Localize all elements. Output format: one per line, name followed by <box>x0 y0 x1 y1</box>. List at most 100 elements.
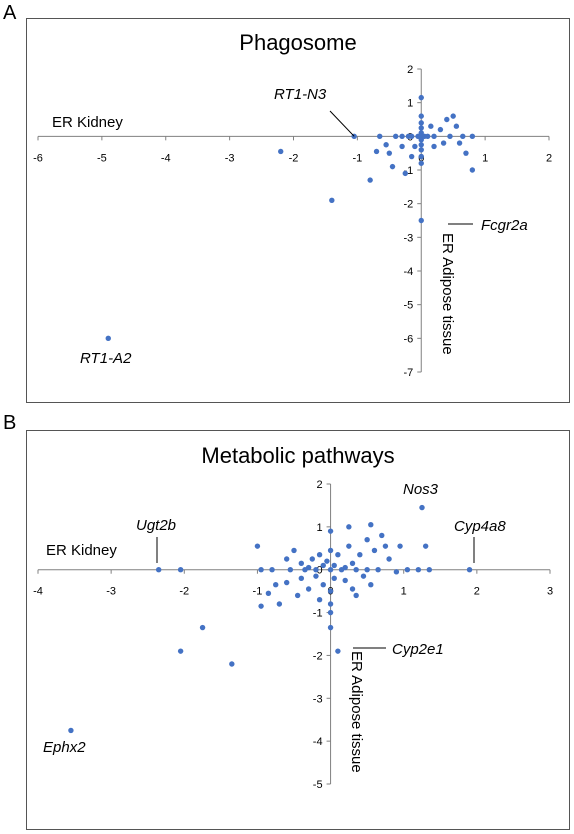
chart-b-data-point <box>349 586 356 592</box>
chart-b-x-tick-label: -1 <box>253 586 263 598</box>
panel-a-frame <box>26 18 570 403</box>
chart-b-data-point <box>368 522 374 528</box>
chart-a-data-point <box>278 148 284 155</box>
chart-b-data-point <box>327 588 334 594</box>
chart-b-data-point <box>353 567 359 573</box>
chart-b-x-tick-label: 2 <box>474 586 480 598</box>
chart-b-data-point <box>426 567 433 573</box>
chart-b-data-point <box>269 567 275 573</box>
chart-a-data-point <box>456 140 463 146</box>
chart-b-x-tick-label: 3 <box>547 586 553 598</box>
chart-a-y-tick-label: 2 <box>407 64 413 76</box>
chart-b-data-point <box>316 552 323 558</box>
chart-a-annotation-leader <box>329 110 355 137</box>
chart-a-y-tick-label: 1 <box>407 98 413 110</box>
chart-b-gene-label: Ugt2b <box>136 517 176 534</box>
chart-a-y-tick-label: -7 <box>403 367 413 379</box>
chart-a-x-tick-label: 2 <box>546 152 552 164</box>
chart-b-data-point <box>254 543 261 549</box>
chart-b-data-point <box>349 560 356 566</box>
chart-b-gene-label: Cyp2e1 <box>392 641 444 658</box>
chart-b-x-tick-label: 1 <box>401 586 407 598</box>
chart-b-y-tick-label: -3 <box>313 693 323 705</box>
chart-a-data-point <box>418 113 424 119</box>
chart-b-y-tick-label: 1 <box>316 522 322 534</box>
chart-a-data-point <box>440 140 447 146</box>
chart-b-data-point <box>346 543 352 549</box>
chart-b-data-point <box>327 601 334 607</box>
chart-b-data-point <box>291 547 297 554</box>
chart-a-y-tick-label: -3 <box>403 232 413 244</box>
chart-b-data-point <box>327 547 334 554</box>
chart-b-data-point <box>422 543 429 549</box>
chart-b-data-point <box>313 573 319 579</box>
chart-a-data-point <box>469 133 476 140</box>
chart-b-y-tick-label: -2 <box>313 650 323 662</box>
chart-a-data-point <box>431 133 437 140</box>
chart-a-data-point <box>386 150 393 156</box>
chart-a-data-point <box>377 133 383 140</box>
chart-b-data-point <box>393 569 400 575</box>
chart-b-y-axis-label: ER Adipose tissue <box>348 651 365 773</box>
chart-b-x-axis-label: ER Kidney <box>46 542 117 559</box>
chart-a-data-point <box>383 142 389 148</box>
chart-b-data-point <box>327 624 334 631</box>
chart-b-x-tick-label: -3 <box>106 586 116 598</box>
panel-b-frame <box>26 430 570 830</box>
chart-b-data-point <box>265 590 272 596</box>
chart-a-data-point <box>389 163 396 170</box>
chart-b-data-point <box>327 609 334 616</box>
chart-a-data-point <box>418 137 424 143</box>
chart-b-data-point <box>364 537 370 543</box>
chart-a-data-point <box>329 197 335 203</box>
chart-b-gene-label: Ephx2 <box>43 739 86 756</box>
chart-a-y-tick-label: -1 <box>403 165 413 177</box>
chart-a-data-point <box>393 133 399 140</box>
chart-b-data-point <box>327 567 334 573</box>
chart-a-data-point <box>408 153 415 160</box>
chart-a-data-point <box>418 142 424 148</box>
chart-b-data-point <box>276 601 283 607</box>
chart-b-data-point <box>415 567 422 573</box>
chart-a-data-point <box>444 116 450 123</box>
chart-b-title: Metabolic pathways <box>201 443 394 468</box>
chart-a-data-point <box>367 177 373 183</box>
chart-b-data-point <box>371 547 378 554</box>
chart-a-data-point <box>105 335 111 342</box>
chart-a-y-axis-label: ER Adipose tissue <box>439 233 456 355</box>
chart-a-data-point <box>421 133 428 140</box>
chart-a-data-point <box>412 143 418 150</box>
chart-b-data-point <box>199 624 206 631</box>
chart-b-y-tick-label: 2 <box>316 479 322 491</box>
chart-b-data-point <box>368 582 374 588</box>
chart-b-data-point <box>419 504 425 511</box>
chart-a-data-point <box>402 170 408 177</box>
chart-a-data-point <box>447 133 453 140</box>
chart-a-data-point <box>418 120 424 126</box>
chart-b-data-point <box>258 567 264 573</box>
chart-b-gene-label: Nos3 <box>403 481 439 498</box>
chart-b-x-tick-label: -2 <box>179 586 189 598</box>
chart-a-data-point <box>460 133 466 140</box>
chart-a-y-tick-label: -4 <box>403 266 413 278</box>
chart-a-data-point <box>399 143 405 150</box>
chart-b-data-point <box>324 558 330 564</box>
chart-b-data-point <box>294 592 301 599</box>
chart-a-title: Phagosome <box>239 30 356 55</box>
chart-b-data-point <box>283 579 290 586</box>
chart-a-x-tick-label: -6 <box>33 152 43 164</box>
chart-b-data-point <box>360 573 367 579</box>
chart-a-data-point <box>450 113 456 119</box>
chart-a-data-point <box>418 153 424 160</box>
chart-a-data-point <box>373 148 380 155</box>
chart-a-data-point <box>418 125 424 131</box>
chart-a-data-point <box>399 133 405 140</box>
chart-b-data-point <box>327 528 334 534</box>
chart-a-y-tick-label: -2 <box>403 199 413 211</box>
chart-b-data-point <box>287 567 294 573</box>
chart-a-x-tick-label: 1 <box>482 152 488 164</box>
chart-b-y-tick-label: -1 <box>313 608 323 620</box>
chart-b-data-point <box>331 562 337 569</box>
chart-b-data-point <box>353 592 359 599</box>
chart-b-data-point <box>313 567 319 573</box>
